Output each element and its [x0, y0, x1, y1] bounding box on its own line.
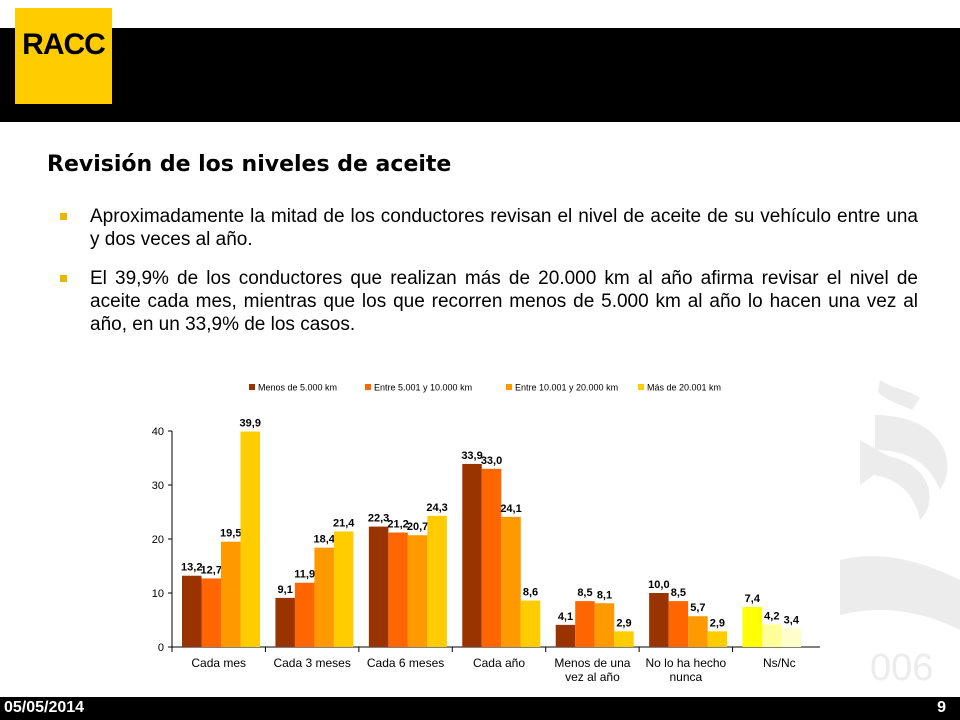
data-label: 21,4 — [333, 517, 355, 529]
y-tick-label: 40 — [152, 426, 164, 438]
page-number: 9 — [937, 699, 946, 716]
x-tick-label: No lo ha hecho — [645, 656, 726, 670]
bar — [614, 631, 634, 647]
data-label: 24,3 — [426, 502, 447, 514]
data-label: 22,3 — [368, 513, 389, 525]
legend-swatch — [249, 384, 255, 390]
bar — [762, 624, 782, 647]
bar-chart: 0 10 20 30 40 Cada mes Cada 3 meses Cada 6 mese… — [152, 383, 820, 684]
bar — [201, 578, 221, 647]
bar — [688, 616, 708, 647]
x-tick-label: Ns/Nc — [763, 656, 796, 670]
data-label: 20,7 — [407, 521, 428, 533]
legend-swatch — [638, 384, 644, 390]
y-tick-label: 10 — [152, 588, 164, 600]
bar — [668, 601, 689, 647]
bar — [649, 593, 669, 647]
bar — [368, 526, 389, 647]
bullet-item: El 39,9% de los conductores que realizan… — [60, 267, 918, 336]
bullet-text: El 39,9% de los conductores que realizan… — [90, 268, 918, 335]
bullet-text: Aproximadamente la mitad de los conducto… — [90, 206, 918, 250]
legend-label: Entre 5.001 y 10.000 km — [374, 383, 472, 393]
watermark-emblem: 006 — [840, 380, 960, 689]
data-label: 24,1 — [500, 503, 521, 515]
x-tick-label: vez al año — [565, 670, 620, 684]
x-tick-label: Menos de una — [554, 656, 630, 670]
data-label: 9,1 — [278, 584, 293, 596]
racc-logo: RACC — [15, 8, 112, 104]
bar — [240, 431, 260, 647]
bar — [407, 535, 428, 647]
bar — [294, 582, 315, 647]
bullet-list: Aproximadamente la mitad de los conducto… — [60, 205, 918, 352]
data-label: 18,4 — [313, 534, 335, 546]
bar — [182, 575, 202, 647]
bar — [275, 597, 295, 647]
data-label: 33,0 — [481, 455, 502, 467]
header-bar — [0, 28, 960, 122]
data-label: 2,9 — [616, 617, 631, 629]
data-label: 7,4 — [745, 593, 761, 605]
bullet-square-icon — [60, 213, 67, 220]
legend-swatch — [506, 384, 512, 390]
bar — [707, 631, 728, 647]
footer-date: 05/05/2014 — [4, 699, 85, 716]
bar — [427, 515, 447, 647]
y-tick-label: 0 — [158, 642, 164, 654]
legend-label: Más de 20.001 km — [647, 383, 721, 393]
x-tick-label: Cada 3 meses — [273, 656, 350, 670]
x-tick-label: Cada mes — [191, 656, 246, 670]
bar — [501, 516, 521, 647]
data-label: 4,2 — [764, 610, 779, 622]
data-label: 13,2 — [181, 562, 202, 574]
data-label: 8,5 — [671, 587, 686, 599]
data-label: 3,4 — [784, 615, 800, 627]
data-label: 39,9 — [240, 418, 261, 430]
bar — [742, 607, 763, 647]
data-label: 8,6 — [523, 587, 538, 599]
bullet-square-icon — [60, 275, 67, 282]
data-label: 21,2 — [387, 519, 408, 531]
bar — [520, 600, 541, 647]
x-tick-label: nunca — [670, 670, 703, 684]
bar — [555, 624, 576, 647]
data-label: 19,5 — [220, 528, 241, 540]
bar — [388, 532, 408, 647]
y-tick-label: 30 — [152, 480, 164, 492]
legend-label: Menos de 5.000 km — [258, 383, 337, 393]
bar — [481, 468, 502, 647]
data-label: 4,1 — [558, 611, 573, 623]
y-tick-label: 20 — [152, 534, 164, 546]
slide-title: Revisión de los niveles de aceite — [47, 152, 452, 177]
svg-text:006: 006 — [870, 647, 933, 689]
legend-label: Entre 10.001 y 20.000 km — [515, 383, 618, 393]
bar — [221, 541, 241, 647]
x-tick-label: Cada año — [473, 656, 525, 670]
data-label: 2,9 — [710, 617, 725, 629]
data-label: 33,9 — [461, 450, 482, 462]
bar — [594, 603, 615, 647]
data-label: 8,1 — [597, 589, 612, 601]
bar — [314, 547, 334, 647]
footer-bar: 05/05/2014 9 — [0, 697, 960, 720]
bar — [781, 628, 802, 647]
x-tick-label: Cada 6 meses — [367, 656, 444, 670]
data-label: 5,7 — [690, 602, 705, 614]
legend-swatch — [365, 384, 371, 390]
bar — [333, 531, 354, 647]
data-label: 8,5 — [577, 587, 592, 599]
bullet-item: Aproximadamente la mitad de los conducto… — [60, 205, 918, 251]
data-label: 12,7 — [201, 564, 222, 576]
bar — [575, 601, 595, 647]
data-label: 10,0 — [648, 579, 669, 591]
data-label: 11,9 — [294, 569, 315, 581]
bar — [462, 463, 482, 647]
